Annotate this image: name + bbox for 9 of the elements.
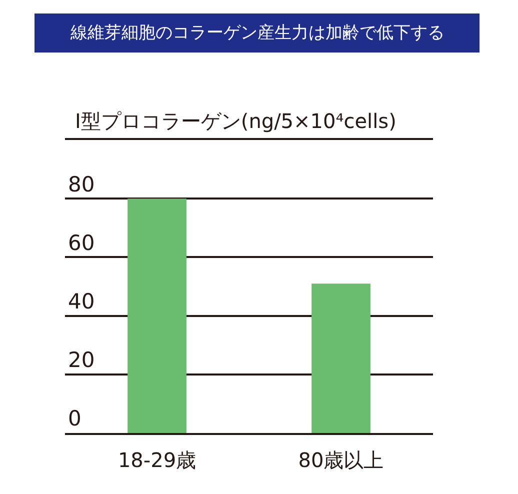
y-tick-label: 40 (68, 289, 95, 314)
chart-title: 線維芽細胞のコラーゲン産生力は加齢で低下する (70, 23, 444, 43)
y-axis-title: I型プロコラーゲン(ng/5×10⁴cells) (75, 109, 396, 133)
y-tick-label: 60 (68, 230, 95, 255)
y-tick-label: 80 (68, 172, 95, 196)
x-tick-label: 80歳以上 (298, 448, 384, 472)
x-tick-label: 18-29歳 (118, 448, 196, 472)
y-tick-label: 20 (68, 348, 95, 372)
y-tick-label: 0 (68, 406, 82, 431)
